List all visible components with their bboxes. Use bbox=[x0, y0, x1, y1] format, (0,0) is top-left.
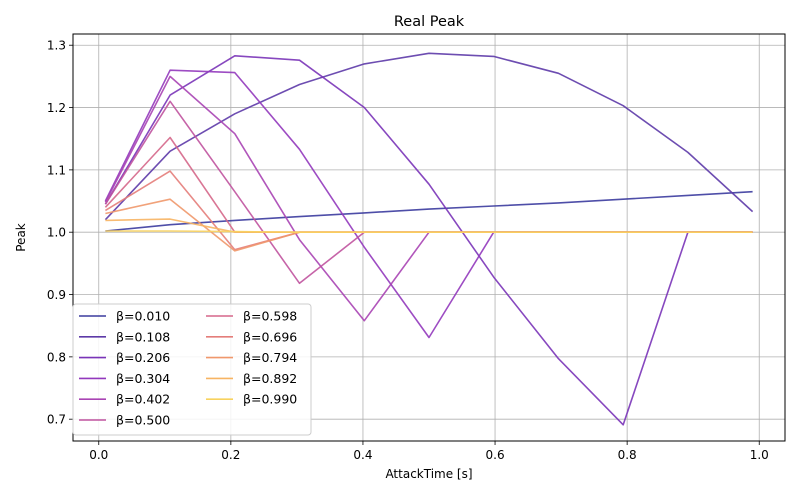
legend-label: β=0.206 bbox=[116, 350, 170, 365]
legend-label: β=0.402 bbox=[116, 392, 170, 407]
y-tick-label: 1.3 bbox=[47, 39, 66, 53]
legend-label: β=0.990 bbox=[243, 392, 297, 407]
series-layer bbox=[104, 52, 754, 426]
plot-frame bbox=[72, 33, 786, 442]
y-tick-label: 0.7 bbox=[47, 413, 66, 427]
legend-label: β=0.696 bbox=[243, 329, 297, 344]
x-tick-label: 0.8 bbox=[618, 448, 637, 462]
legend-label: β=0.794 bbox=[243, 350, 297, 365]
legend: β=0.010 β=0.108 β=0.206 β=0.304 β=0.402 β=0.5… bbox=[72, 303, 312, 436]
y-tick-label: 0.8 bbox=[47, 350, 66, 364]
series-line-10 bbox=[105, 230, 753, 233]
y-tick-label: 1.1 bbox=[47, 163, 66, 177]
series-line-1 bbox=[104, 52, 754, 221]
tick-layer: 0.0 0.2 0.4 0.6 0.8 1.0 0.7 0.8 0.9 1.0 1.1 1.2 1.3 bbox=[47, 39, 769, 462]
x-tick-label: 0.2 bbox=[221, 448, 240, 462]
legend-label: β=0.892 bbox=[243, 371, 297, 386]
y-axis-title: Peak bbox=[14, 223, 28, 252]
x-tick-label: 0.4 bbox=[353, 448, 372, 462]
x-tick-label: 0.0 bbox=[89, 448, 108, 462]
legend-label: β=0.304 bbox=[116, 371, 170, 386]
chart-title: Real Peak bbox=[394, 14, 465, 30]
legend-label: β=0.010 bbox=[116, 309, 170, 324]
series-line-2 bbox=[104, 54, 753, 426]
legend-label: β=0.598 bbox=[243, 309, 297, 324]
y-tick-label: 1.0 bbox=[47, 226, 66, 240]
series-line-0 bbox=[105, 190, 753, 232]
legend-frame bbox=[72, 303, 312, 436]
legend-label: β=0.500 bbox=[116, 413, 170, 428]
x-tick-label: 1.0 bbox=[750, 448, 769, 462]
x-axis-title: AttackTime [s] bbox=[385, 467, 472, 481]
y-tick-label: 0.9 bbox=[47, 288, 66, 302]
x-tick-label: 0.6 bbox=[486, 448, 505, 462]
legend-label: β=0.108 bbox=[116, 329, 170, 344]
y-tick-label: 1.2 bbox=[47, 101, 66, 115]
